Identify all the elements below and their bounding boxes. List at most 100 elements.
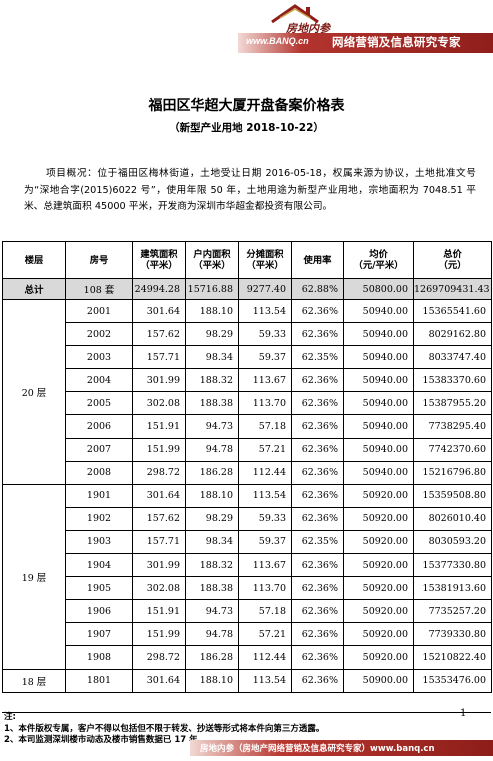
total-price: 15359508.80 [413, 483, 492, 508]
inner-area: 98.34 [185, 345, 239, 370]
unit-number: 2002 [65, 322, 133, 347]
usage: 62.36% [291, 622, 344, 647]
total-label: 总计 [2, 278, 66, 300]
total-price: 8030593.20 [413, 529, 492, 555]
usage: 62.35% [291, 529, 344, 555]
note-item: 1、本件版权专属，客户不得以包括但不限于转发、抄送等形式将本件向第三方透露。 [4, 723, 325, 734]
total-price: 8026010.40 [413, 506, 492, 531]
col-header-gross-area-line1: 建筑面积 [140, 249, 178, 260]
project-summary: 项目概况：位于福田区梅林街道，土地受让日期 2016-05-18，权属来源为协议… [24, 168, 476, 212]
table-row: 2004 301.99 188.32 113.67 62.36% 50940.00 1538… [3, 368, 492, 393]
inner-area: 186.28 [185, 460, 239, 485]
total-shared-area: 9277.40 [238, 278, 292, 300]
unit-number: 2006 [65, 414, 133, 439]
total-price: 15377330.80 [413, 553, 492, 578]
avg-price: 50920.00 [343, 622, 414, 647]
gross-area: 157.62 [132, 506, 186, 531]
shared-area: 113.67 [238, 368, 292, 393]
inner-area: 186.28 [185, 645, 239, 670]
usage: 62.36% [291, 668, 344, 693]
banner-slogan: 网络营销及信息研究专家 [332, 35, 461, 49]
table-row: 1905 302.08 188.38 113.70 62.36% 50920.00 1538… [3, 576, 492, 601]
inner-area: 94.73 [185, 599, 239, 624]
inner-area: 188.10 [185, 298, 239, 324]
col-header-avg-price: 均价 （元/平米） [343, 241, 414, 279]
total-inner-area: 15716.88 [185, 278, 239, 300]
avg-price: 50940.00 [343, 298, 414, 324]
table-row: 20 层 2001 301.64 188.10 113.54 62.36% 50940.00… [2, 298, 492, 485]
footer-divider [2, 712, 491, 713]
shared-area: 113.70 [238, 391, 292, 416]
floor-label: 18 层 [2, 668, 66, 693]
table-row: 2002 157.62 98.29 59.33 62.36% 50940.00 802916… [3, 322, 492, 347]
usage: 62.36% [291, 576, 344, 601]
usage: 62.36% [291, 322, 344, 347]
unit-number: 1903 [65, 529, 133, 555]
shared-area: 57.18 [238, 599, 292, 624]
house-logo-icon [271, 4, 319, 24]
footer-bar [190, 740, 493, 756]
avg-price: 50920.00 [343, 483, 414, 508]
table-row: 19 层 1901 301.64 188.10 113.54 62.36% 50920.00… [2, 483, 492, 670]
brand-name: 房地内参 [286, 22, 330, 35]
floor-label: 20 层 [2, 299, 66, 485]
usage: 62.36% [291, 553, 344, 578]
shared-area: 113.54 [238, 298, 292, 324]
unit-number: 1901 [65, 483, 133, 508]
avg-price: 50940.00 [343, 345, 414, 370]
unit-number: 1904 [65, 553, 133, 578]
col-header-inner-area: 户内面积 （平米） [185, 241, 239, 279]
price-table: 楼层 房号 建筑面积 （平米） 户内面积 （平米） 分摊面积 （平米） 使用率 均价（… [2, 241, 492, 693]
gross-area: 151.99 [132, 622, 186, 647]
inner-area: 188.10 [185, 668, 239, 693]
gross-area: 157.71 [132, 529, 186, 555]
col-header-total-price-line2: （元） [438, 260, 467, 271]
unit-number: 1801 [65, 668, 133, 693]
total-price: 15383370.60 [413, 368, 492, 393]
usage: 62.36% [291, 368, 344, 393]
header-banner: 房地内参 www.BANQ.cn 网络营销及信息研究专家 [0, 0, 493, 58]
shared-area: 59.37 [238, 345, 292, 370]
shared-area: 57.18 [238, 414, 292, 439]
col-header-shared-area-line2: （平米） [246, 260, 284, 271]
notes-label: 注: [4, 712, 16, 722]
unit-number: 2001 [65, 298, 133, 324]
table-row: 1902 157.62 98.29 59.33 62.36% 50920.00 802601… [3, 506, 492, 531]
inner-area: 94.78 [185, 622, 239, 647]
col-header-floor: 楼层 [2, 241, 66, 279]
total-price: 15381913.60 [413, 576, 492, 601]
shared-area: 113.54 [238, 668, 292, 693]
total-price: 15210822.40 [413, 645, 492, 670]
total-price: 15216796.80 [413, 460, 492, 485]
inner-area: 188.10 [185, 483, 239, 508]
gross-area: 301.64 [132, 298, 186, 324]
total-price: 15365541.60 [413, 298, 492, 324]
avg-price: 50920.00 [343, 645, 414, 670]
avg-price: 50920.00 [343, 506, 414, 531]
gross-area: 151.99 [132, 437, 186, 462]
total-price: 15353476.00 [413, 668, 492, 693]
total-price: 7738295.40 [413, 414, 492, 439]
table-row: 1906 151.91 94.73 57.18 62.36% 50920.00 773525… [3, 599, 492, 624]
shared-area: 112.44 [238, 460, 292, 485]
avg-price: 50940.00 [343, 368, 414, 393]
inner-area: 188.38 [185, 391, 239, 416]
shared-area: 113.67 [238, 553, 292, 578]
page-subtitle: （新型产业用地 2018-10-22） [169, 122, 324, 134]
avg-price: 50920.00 [343, 599, 414, 624]
inner-area: 98.29 [185, 506, 239, 531]
gross-area: 157.62 [132, 322, 186, 347]
col-header-shared-area: 分摊面积 （平米） [238, 241, 292, 279]
col-header-avg-price-line1: 均价 [369, 249, 388, 260]
table-row: 2007 151.99 94.78 57.21 62.36% 50940.00 774237… [3, 437, 492, 462]
col-header-inner-area-line1: 户内面积 [193, 249, 231, 260]
banner-url: www.BANQ.cn [246, 36, 309, 46]
col-header-total-price-line1: 总价 [443, 249, 462, 260]
shared-area: 113.54 [238, 483, 292, 508]
avg-price: 50940.00 [343, 437, 414, 462]
col-header-total-price: 总价 （元） [413, 241, 492, 279]
unit-number: 2003 [65, 345, 133, 370]
inner-area: 188.38 [185, 576, 239, 601]
inner-area: 94.78 [185, 437, 239, 462]
total-price: 8033747.40 [413, 345, 492, 370]
